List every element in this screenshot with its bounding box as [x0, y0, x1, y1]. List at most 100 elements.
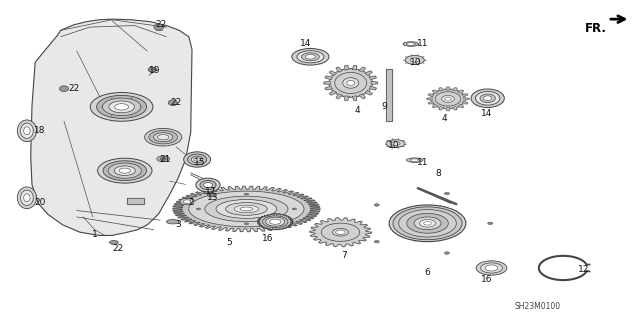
Polygon shape: [446, 108, 450, 111]
Polygon shape: [433, 104, 438, 108]
Polygon shape: [359, 67, 365, 72]
Ellipse shape: [188, 154, 207, 165]
Ellipse shape: [399, 210, 456, 237]
Ellipse shape: [108, 163, 141, 178]
Polygon shape: [369, 86, 376, 90]
Ellipse shape: [160, 158, 166, 160]
Ellipse shape: [471, 89, 504, 108]
Ellipse shape: [476, 261, 507, 275]
Polygon shape: [352, 65, 356, 70]
Ellipse shape: [216, 200, 277, 219]
Text: 19: 19: [149, 66, 161, 75]
Polygon shape: [345, 96, 349, 100]
Ellipse shape: [115, 166, 136, 175]
Ellipse shape: [292, 208, 297, 210]
Ellipse shape: [183, 200, 191, 204]
Polygon shape: [439, 107, 444, 110]
Ellipse shape: [194, 158, 200, 161]
Ellipse shape: [17, 120, 36, 142]
Polygon shape: [386, 69, 392, 121]
Text: 4: 4: [355, 106, 360, 115]
Text: 9: 9: [381, 102, 387, 111]
Ellipse shape: [24, 194, 30, 202]
Polygon shape: [452, 107, 457, 110]
Polygon shape: [329, 91, 337, 95]
Ellipse shape: [180, 198, 194, 205]
Ellipse shape: [403, 42, 419, 46]
Ellipse shape: [244, 223, 249, 225]
Ellipse shape: [389, 205, 466, 242]
Ellipse shape: [410, 159, 419, 161]
Text: 10: 10: [410, 58, 422, 67]
Polygon shape: [371, 82, 378, 84]
Ellipse shape: [410, 58, 419, 62]
Ellipse shape: [444, 252, 449, 254]
Polygon shape: [365, 91, 372, 95]
Ellipse shape: [407, 213, 449, 233]
Ellipse shape: [414, 217, 441, 230]
Polygon shape: [325, 76, 332, 80]
Ellipse shape: [481, 263, 502, 273]
Text: 2: 2: [188, 198, 193, 207]
Text: 18: 18: [34, 126, 45, 135]
Ellipse shape: [97, 95, 147, 118]
Ellipse shape: [145, 128, 182, 146]
Ellipse shape: [333, 228, 349, 236]
Polygon shape: [439, 88, 444, 91]
Text: FR.: FR.: [585, 22, 607, 35]
Text: 22: 22: [68, 84, 79, 93]
Polygon shape: [310, 218, 371, 247]
Ellipse shape: [266, 217, 285, 226]
Ellipse shape: [424, 221, 431, 225]
Ellipse shape: [109, 241, 118, 244]
Ellipse shape: [297, 51, 324, 63]
Polygon shape: [324, 82, 330, 84]
Polygon shape: [446, 87, 450, 90]
Polygon shape: [365, 71, 372, 75]
Ellipse shape: [184, 152, 211, 167]
Ellipse shape: [166, 219, 179, 224]
Polygon shape: [462, 101, 468, 104]
Text: 8: 8: [436, 169, 441, 178]
Text: 6: 6: [425, 268, 430, 277]
Ellipse shape: [24, 127, 30, 135]
Polygon shape: [31, 19, 192, 235]
Ellipse shape: [391, 142, 400, 145]
Ellipse shape: [301, 53, 319, 61]
Ellipse shape: [204, 182, 212, 188]
Ellipse shape: [488, 222, 493, 225]
Polygon shape: [428, 94, 434, 97]
Polygon shape: [458, 104, 463, 108]
Ellipse shape: [207, 192, 215, 197]
Ellipse shape: [157, 135, 169, 140]
Text: 21: 21: [159, 155, 171, 164]
Text: 16: 16: [262, 234, 273, 243]
Ellipse shape: [262, 216, 288, 228]
Ellipse shape: [485, 265, 498, 271]
Ellipse shape: [442, 95, 454, 102]
Ellipse shape: [154, 133, 173, 142]
Ellipse shape: [406, 158, 423, 162]
Text: 14: 14: [300, 39, 312, 48]
Ellipse shape: [154, 24, 164, 30]
Text: 22: 22: [113, 244, 124, 253]
Polygon shape: [433, 90, 438, 93]
Polygon shape: [173, 186, 320, 232]
Ellipse shape: [119, 168, 131, 173]
Ellipse shape: [476, 92, 500, 105]
Polygon shape: [452, 88, 457, 91]
Ellipse shape: [90, 93, 153, 121]
Ellipse shape: [386, 140, 405, 147]
Text: 11: 11: [417, 39, 428, 48]
Polygon shape: [458, 90, 463, 93]
Ellipse shape: [444, 192, 449, 195]
Ellipse shape: [115, 104, 129, 110]
Ellipse shape: [20, 190, 33, 205]
Ellipse shape: [109, 101, 134, 113]
Ellipse shape: [226, 203, 268, 215]
Ellipse shape: [292, 48, 329, 65]
Polygon shape: [352, 96, 356, 100]
Ellipse shape: [374, 204, 380, 206]
Ellipse shape: [189, 191, 304, 227]
Ellipse shape: [406, 43, 415, 45]
